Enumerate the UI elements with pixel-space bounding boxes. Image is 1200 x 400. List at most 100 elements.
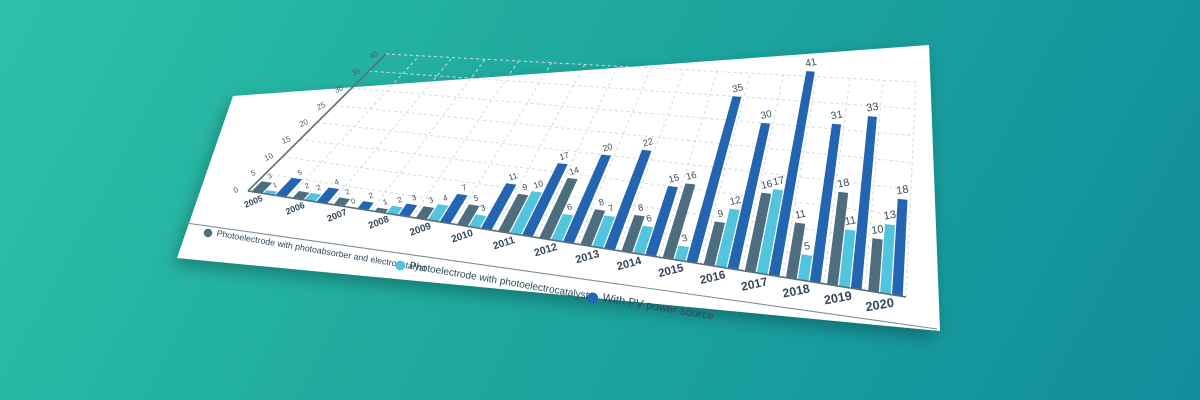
bar-2016-series1 (703, 221, 725, 267)
bar-value-label: 0 (350, 196, 357, 206)
bar-value-label: 13 (883, 209, 897, 223)
bar-2015-series1 (662, 183, 696, 260)
bar-value-label: 10 (532, 178, 544, 191)
bar-value-label: 3 (681, 233, 689, 245)
bar-2010-series2 (468, 214, 487, 229)
bar-2010-series3 (480, 183, 517, 231)
bar-2013-series3 (604, 149, 652, 251)
bar-value-label: 16 (760, 179, 774, 192)
bar-2015-series2 (674, 245, 690, 262)
bar-value-label: 17 (772, 175, 786, 188)
v-gridline (658, 71, 718, 258)
bar-value-label: 2 (344, 187, 351, 197)
v-gridline (288, 55, 420, 198)
bar-value-label: 18 (895, 183, 909, 197)
bar-value-label: 41 (804, 57, 818, 70)
y-axis-tick-label: 20 (298, 117, 310, 129)
bar-value-label: 5 (473, 193, 481, 203)
v-gridline (494, 64, 586, 231)
bar-value-label: 6 (566, 201, 574, 212)
bar-2018-series2 (797, 254, 813, 282)
v-gridline (864, 80, 884, 291)
bar-value-label: 2 (396, 195, 403, 205)
bar-value-label: 11 (794, 209, 807, 222)
bar-2012-series2 (551, 213, 574, 242)
bar-value-label: 35 (731, 82, 745, 95)
bar-2015-series3 (686, 96, 742, 264)
v-gridline (535, 66, 619, 238)
bar-value-label: 2 (315, 182, 322, 192)
year-tick-label: 2019 (823, 289, 853, 308)
bar-value-label: 9 (521, 181, 529, 192)
bar-value-label: 4 (442, 193, 450, 203)
bar-2009-series3 (439, 193, 468, 224)
bar-2011-series2 (509, 191, 542, 235)
v-gridline (370, 58, 486, 212)
h-gridline (316, 122, 912, 190)
bar-2005-series1 (251, 181, 273, 194)
bar-value-label: 3 (267, 173, 273, 181)
v-gridline (453, 62, 553, 225)
bar-value-label: 1 (381, 197, 388, 207)
legend-dot-series3 (586, 292, 599, 304)
bar-2010-series1 (456, 204, 480, 227)
bar-value-label: 7 (461, 183, 469, 193)
h-gridline (334, 104, 913, 164)
y-axis-tick-label: 35 (350, 66, 362, 78)
v-gridline (617, 69, 685, 251)
v-gridline (576, 67, 652, 245)
y-axis-tick-label: 5 (249, 168, 257, 178)
bar-value-label: 12 (729, 195, 743, 208)
bar-2012-series3 (563, 154, 612, 244)
bar-2006-series2 (304, 192, 322, 202)
bar-value-label: 3 (479, 202, 487, 213)
bar-value-label: 18 (837, 177, 851, 191)
bar-value-label: 5 (803, 240, 811, 253)
bar-value-label: 31 (830, 108, 844, 122)
bar-2017-series2 (756, 189, 784, 275)
bar-2012-series1 (539, 177, 578, 240)
bar-2014-series2 (633, 225, 654, 255)
legend-dot-series1 (203, 228, 213, 238)
year-tick-label: 2017 (740, 274, 769, 293)
bar-2006-series3 (316, 187, 340, 204)
bar-2006-series1 (292, 191, 310, 200)
bar-2019-series1 (827, 191, 849, 287)
bar-value-label: 4 (333, 177, 340, 187)
y-axis-tick-label: 40 (368, 49, 380, 61)
bar-2005-series3 (275, 177, 303, 198)
bar-2020-series1 (868, 238, 883, 293)
bar-value-label: 2 (304, 182, 311, 191)
bar-2013-series2 (592, 215, 615, 249)
bar-2019-series2 (838, 229, 856, 288)
bar-2008-series3 (398, 203, 418, 217)
bar-2011-series1 (498, 193, 529, 234)
bar-value-label: 11 (844, 214, 857, 228)
bar-2009-series1 (415, 206, 435, 220)
y-axis-tick-label: 0 (232, 185, 240, 195)
bar-2019-series3 (850, 116, 877, 290)
bar-2016-series2 (715, 208, 740, 269)
bar-2007-series3 (357, 201, 374, 211)
bar-value-label: 15 (668, 172, 681, 185)
v-gridline (699, 73, 751, 265)
bar-2017-series3 (768, 71, 815, 277)
bar-value-label: 3 (427, 195, 435, 205)
bar-2011-series3 (521, 163, 568, 237)
bar-2016-series3 (727, 122, 771, 270)
h-gridline (385, 53, 917, 83)
h-gridline (351, 87, 914, 137)
h-gridline (299, 139, 910, 217)
bar-value-label: 8 (597, 197, 605, 208)
bar-value-label: 16 (685, 170, 698, 183)
bar-value-label: 30 (760, 109, 774, 122)
legend-dot-series2 (395, 260, 406, 271)
y-axis-tick-label: 25 (315, 100, 327, 112)
bar-value-label: 14 (568, 165, 580, 177)
bar-2014-series3 (645, 185, 678, 257)
bar-value-label: 2 (367, 190, 374, 200)
year-tick-label: 2018 (781, 281, 811, 300)
bar-value-label: 11 (507, 170, 519, 182)
bar-value-label: 3 (410, 193, 417, 203)
bar-value-label: 10 (870, 223, 884, 237)
